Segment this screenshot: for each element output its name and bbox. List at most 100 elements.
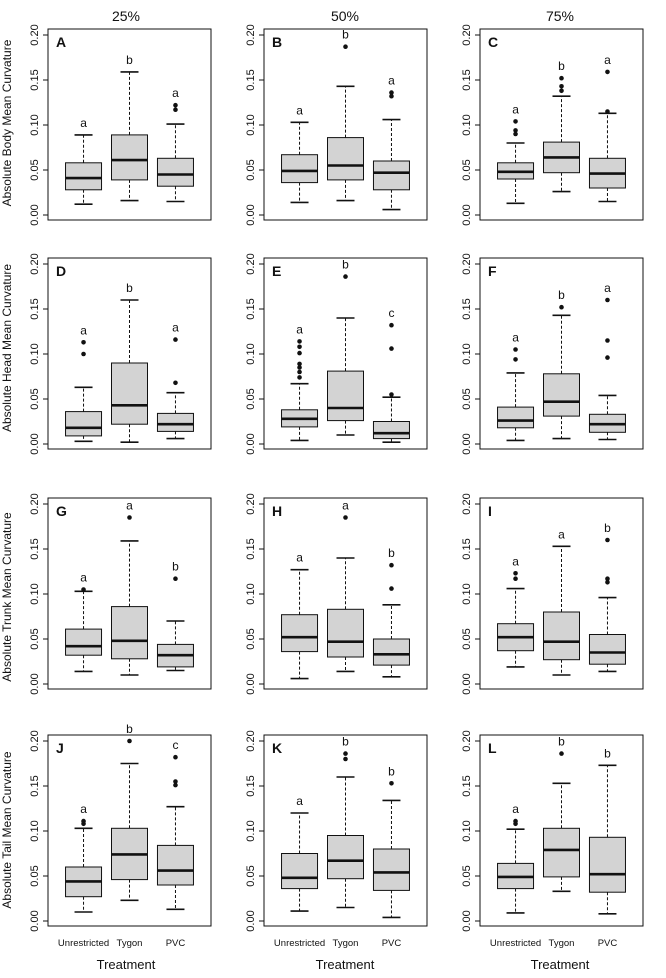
y-tick-label: 0.00 xyxy=(245,204,257,225)
outlier-point xyxy=(297,361,302,367)
box-pvc: a xyxy=(156,86,194,203)
outlier-point xyxy=(297,365,302,370)
y-tick-label: 0.15 xyxy=(29,775,41,796)
outlier-point xyxy=(389,392,394,397)
y-tick-label: 0.10 xyxy=(461,583,473,604)
outlier-point xyxy=(559,88,564,94)
panel-letter: D xyxy=(56,263,66,279)
significance-label: a xyxy=(80,116,87,130)
significance-label: a xyxy=(296,551,303,565)
outlier-point xyxy=(559,75,564,81)
y-tick-label: 0.10 xyxy=(245,820,257,841)
box-iqr xyxy=(497,406,535,429)
outlier-point xyxy=(513,576,518,581)
panel-letter: B xyxy=(272,34,282,50)
outlier-point xyxy=(173,380,178,386)
outlier-point xyxy=(559,84,564,89)
y-tick-label: 0.15 xyxy=(29,69,41,90)
ylabel-head: Absolute Head Mean Curvature xyxy=(0,264,14,432)
outlier-point xyxy=(389,781,394,786)
outlier-point xyxy=(297,375,302,380)
panel-letter: E xyxy=(272,263,281,279)
box-unrestricted: a xyxy=(281,103,319,204)
box-iqr xyxy=(543,373,580,417)
box-iqr xyxy=(372,848,410,891)
outlier-point xyxy=(513,571,518,576)
outlier-point xyxy=(173,107,178,112)
outlier-point xyxy=(81,351,86,357)
panel-letter: H xyxy=(272,503,282,519)
y-tick-label: 0.10 xyxy=(29,114,41,135)
significance-label: a xyxy=(512,102,519,116)
significance-label: a xyxy=(512,802,519,816)
outlier-point xyxy=(343,756,348,762)
y-tick-label: 0.00 xyxy=(245,910,257,931)
significance-label: b xyxy=(342,258,349,272)
x-category-label: PVC xyxy=(166,938,186,949)
box-unrestricted: a xyxy=(281,551,319,680)
outlier-point xyxy=(605,338,610,343)
box-pvc: a xyxy=(588,53,626,203)
outlier-point xyxy=(605,297,610,303)
x-category-label: PVC xyxy=(382,938,402,949)
outlier-point xyxy=(605,580,610,585)
box-pvc: a xyxy=(588,281,626,441)
box-tygon: a xyxy=(327,499,364,673)
panel-C: C 0.00 0.05 0.10 0.15 0.20 a b a xyxy=(461,24,644,226)
y-tick-label: 0.00 xyxy=(29,910,41,931)
box-iqr xyxy=(372,421,410,440)
y-tick-label: 0.15 xyxy=(461,298,473,319)
significance-label: b xyxy=(558,735,565,749)
box-tygon: b xyxy=(327,28,364,202)
y-tick-label: 0.00 xyxy=(461,204,473,225)
y-tick-label: 0.05 xyxy=(461,628,473,649)
box-unrestricted: a xyxy=(65,802,103,913)
y-tick-label: 0.15 xyxy=(461,69,473,90)
y-tick-label: 0.00 xyxy=(29,204,41,225)
box-tygon: b xyxy=(327,258,364,436)
y-tick-label: 0.00 xyxy=(29,673,41,694)
significance-label: a xyxy=(80,802,87,816)
y-tick-label: 0.00 xyxy=(461,433,473,454)
significance-label: b xyxy=(126,722,133,736)
panel-B: B 0.00 0.05 0.10 0.15 0.20 a b a xyxy=(245,24,428,226)
y-tick-label: 0.10 xyxy=(461,114,473,135)
box-iqr xyxy=(543,611,580,661)
y-tick-label: 0.10 xyxy=(29,583,41,604)
y-tick-label: 0.00 xyxy=(461,673,473,694)
y-tick-label: 0.10 xyxy=(245,583,257,604)
y-tick-label: 0.15 xyxy=(29,298,41,319)
significance-label: a xyxy=(342,499,349,513)
box-iqr xyxy=(281,853,319,890)
y-tick-label: 0.20 xyxy=(29,493,41,514)
box-unrestricted: a xyxy=(497,102,535,205)
box-iqr xyxy=(156,157,194,187)
significance-label: a xyxy=(512,554,519,568)
box-unrestricted: a xyxy=(65,571,103,673)
significance-label: a xyxy=(604,281,611,295)
panel-L: L 0.00 0.05 0.10 0.15 0.20 a b b Unrestricted Tygo… xyxy=(461,730,644,949)
y-tick-label: 0.05 xyxy=(29,388,41,409)
panel-F: F 0.00 0.05 0.10 0.15 0.20 a b a xyxy=(461,253,644,455)
significance-label: b xyxy=(388,546,395,560)
outlier-point xyxy=(605,576,610,581)
y-tick-label: 0.05 xyxy=(461,865,473,886)
y-tick-label: 0.05 xyxy=(461,388,473,409)
outlier-point xyxy=(389,346,394,351)
outlier-point xyxy=(173,337,178,342)
y-tick-label: 0.15 xyxy=(461,538,473,559)
y-tick-label: 0.10 xyxy=(29,820,41,841)
box-iqr xyxy=(327,835,364,880)
outlier-point xyxy=(297,369,302,375)
box-iqr xyxy=(281,154,319,184)
outlier-point xyxy=(605,109,610,114)
outlier-point xyxy=(605,355,610,360)
box-pvc: b xyxy=(156,560,194,672)
significance-label: c xyxy=(172,738,178,752)
panel-J: J 0.00 0.05 0.10 0.15 0.20 a b c Unrestricted Tygo… xyxy=(29,722,212,949)
box-iqr xyxy=(327,137,364,181)
panel-letter: G xyxy=(56,503,67,519)
x-category-label: Tygon xyxy=(549,938,575,949)
y-tick-label: 0.15 xyxy=(245,775,257,796)
